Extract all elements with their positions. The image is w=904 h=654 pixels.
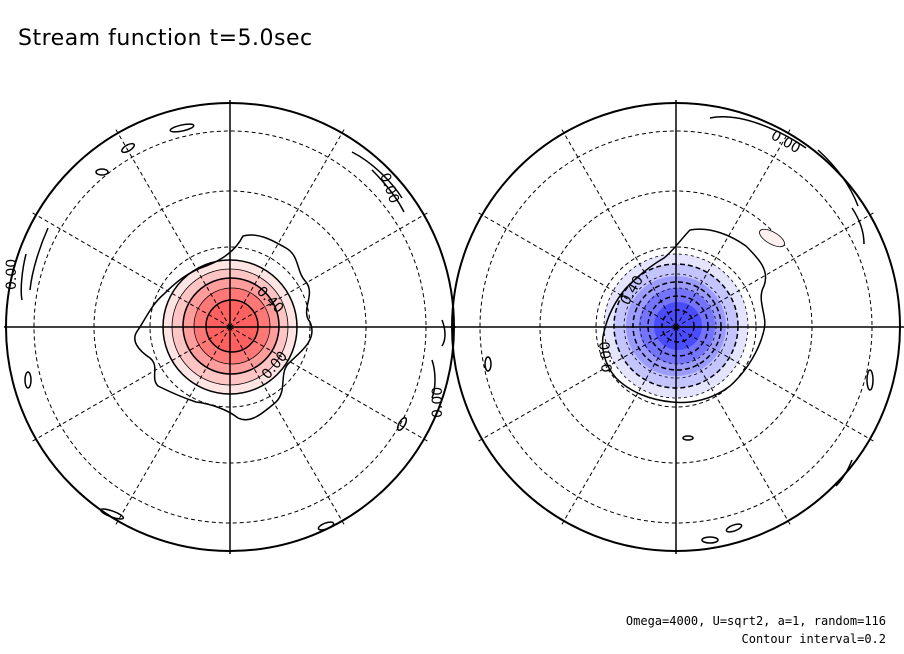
plot-title: Stream function t=5.0sec	[18, 26, 313, 51]
footer-params: Omega=4000, U=sqrt2, a=1, random=116	[625, 614, 886, 628]
right-hemisphere: 0.40 0.00 0.00	[450, 100, 904, 554]
left-label-000-right: 0.00	[430, 387, 446, 418]
right-label-000-top: 0.00	[768, 128, 803, 157]
right-edge-contours	[484, 116, 874, 544]
left-hemisphere: 0.40 0.00 0.00 0.00 0.00	[4, 100, 456, 554]
footer-contour-interval: Contour interval=0.2	[741, 632, 887, 646]
left-zero-contour	[134, 234, 313, 421]
right-label-000-left: 0.00	[597, 341, 616, 373]
left-edge-contours	[20, 123, 446, 531]
left-label-000-left: 0.00	[4, 259, 20, 290]
right-meridians	[476, 127, 876, 527]
